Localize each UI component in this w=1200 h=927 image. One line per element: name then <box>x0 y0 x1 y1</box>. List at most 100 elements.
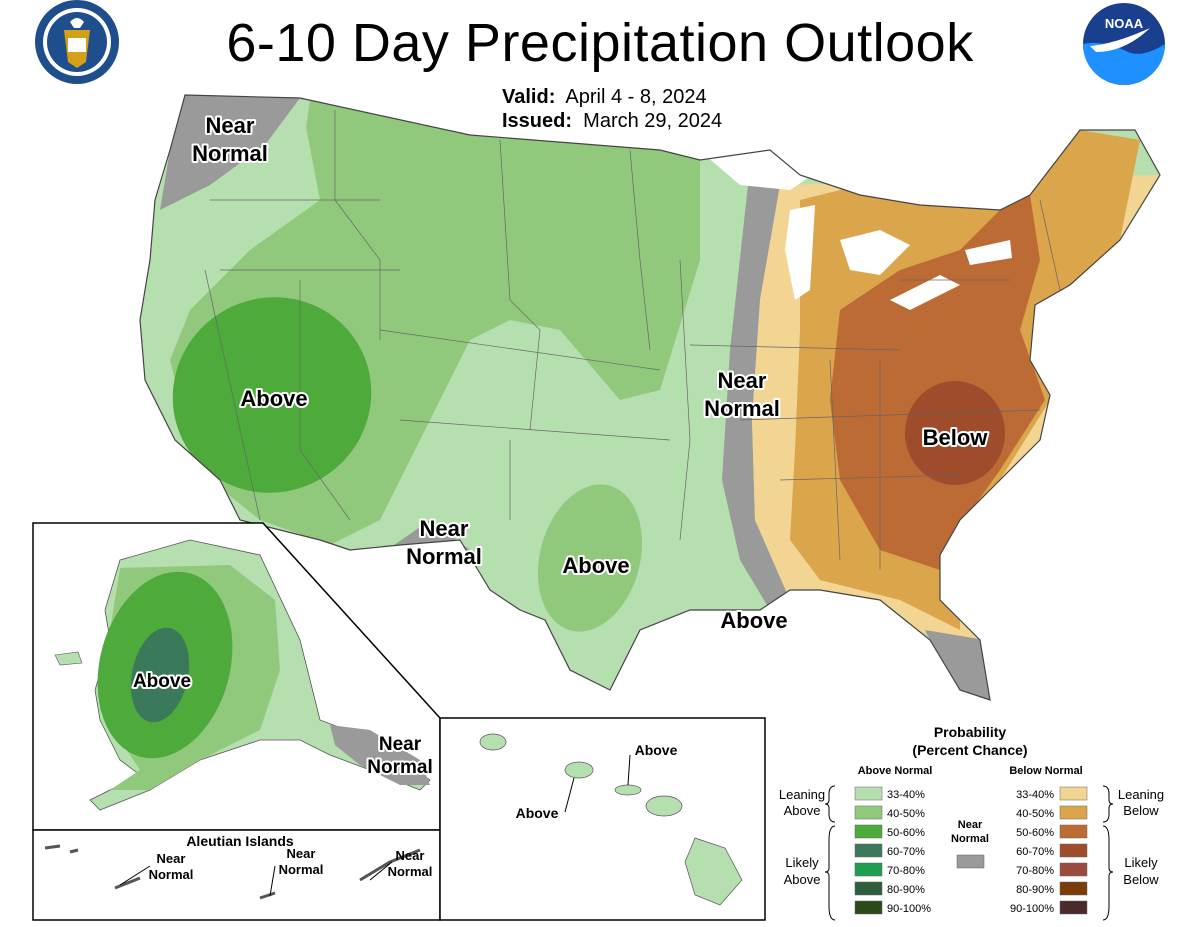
lake-huron <box>840 230 910 275</box>
aleutian-leader-3 <box>369 861 393 881</box>
aleutian-label-2-line2: Normal <box>279 862 324 877</box>
aleutian-title: Aleutian Islands <box>186 833 294 849</box>
legend-likely-above-line1: Likely <box>785 855 819 870</box>
hawaii-inset: Above Above <box>439 717 766 921</box>
state-boundaries <box>204 110 1061 570</box>
legend-above-header: Above Normal <box>858 765 933 777</box>
legend-below-bin-swatch-1 <box>1059 805 1088 820</box>
legend-leaning-above-line1: Leaning <box>779 787 825 802</box>
legend-below-bin-label-5: 80-90% <box>1016 884 1054 896</box>
valid-value: April 4 - 8, 2024 <box>565 86 707 108</box>
texas-above-40-50 <box>537 484 643 632</box>
sw-near-normal-label-line2: Normal <box>406 544 482 569</box>
legend-below-bin-swatch-2 <box>1059 824 1088 839</box>
alaska-near-normal-label-line2: Normal <box>367 757 432 778</box>
lake-erie <box>890 275 960 310</box>
hawaii-molokai <box>614 784 642 796</box>
aleutian-label-3-line2: Normal <box>388 864 433 879</box>
lake-michigan <box>785 205 815 300</box>
legend-below-bin-label-2: 50-60% <box>1016 827 1054 839</box>
conus-outline <box>139 94 1161 701</box>
legend-near-header-line1: Near <box>958 819 983 831</box>
commerce-seal-logo <box>35 0 119 84</box>
legend-likely-above-line2: Above <box>784 872 821 887</box>
alaska-near-normal-label-line1: Near <box>379 734 422 755</box>
hawaii-maui <box>645 795 683 817</box>
aleutian-leader-2 <box>269 865 276 897</box>
aleutian-label-1-line2: Normal <box>149 867 194 882</box>
lake-ontario <box>965 240 1012 265</box>
legend-above-bin-swatch-3 <box>854 843 883 858</box>
aleutian-label-3-line1: Near <box>396 848 425 863</box>
legend-above-bin-label-5: 80-90% <box>887 884 925 896</box>
legend-above-bin-swatch-2 <box>854 824 883 839</box>
nw-near-normal-label-line2: Normal <box>192 141 268 166</box>
legend-title-line2: (Percent Chance) <box>912 742 1027 758</box>
legend-above-bin-swatch-0 <box>854 786 883 801</box>
hawaii-leader-1 <box>564 777 575 813</box>
legend-below-bins: 33-40% 40-50% 50-60% 60-70% 70-80% 80-90% 90-1… <box>1010 786 1088 915</box>
legend-above-bin-swatch-4 <box>854 862 883 877</box>
noaa-logo-text: NOAA <box>1105 16 1144 31</box>
legend-below-bin-swatch-0 <box>1059 786 1088 801</box>
valid-label: Valid: <box>502 86 556 108</box>
hawaii-kauai <box>479 733 507 751</box>
aleutian-island-chain <box>44 844 421 900</box>
aleutian-label-1-line1: Near <box>157 851 186 866</box>
aleutian-leader-1 <box>119 865 151 886</box>
legend-near-swatch <box>956 854 985 869</box>
legend-above-bin-swatch-5 <box>854 881 883 896</box>
legend-above-bins: 33-40% 40-50% 50-60% 60-70% 70-80% 80-90% 90-1… <box>854 786 931 915</box>
legend-above-bin-label-4: 70-80% <box>887 865 925 877</box>
legend-below-bin-label-4: 70-80% <box>1016 865 1054 877</box>
se-below-label: Below <box>923 425 989 450</box>
hawaii-big-island <box>684 837 743 906</box>
ms-near-normal-label-line1: Near <box>718 368 767 393</box>
legend-below-bin-label-1: 40-50% <box>1016 808 1054 820</box>
legend-above-bin-swatch-1 <box>854 805 883 820</box>
issued-label: Issued: <box>502 110 573 132</box>
legend-above-bin-label-2: 50-60% <box>887 827 925 839</box>
alaska-panhandle-near-normal <box>330 725 430 785</box>
legend-above-bin-swatch-6 <box>854 900 883 915</box>
texas-above-label: Above <box>562 553 629 578</box>
valid-date-line: Valid: April 4 - 8, 2024 <box>502 86 707 109</box>
issued-date-line: Issued: March 29, 2024 <box>502 110 722 133</box>
nw-near-normal-label-line1: Near <box>206 113 255 138</box>
legend-above-bin-label-1: 40-50% <box>887 808 925 820</box>
alaska-island <box>54 651 83 666</box>
alaska-above-60-70 <box>130 627 190 723</box>
florida-near-normal <box>925 630 990 700</box>
legend-below-bin-label-3: 60-70% <box>1016 846 1054 858</box>
issued-value: March 29, 2024 <box>583 110 723 132</box>
legend-below-bin-swatch-5 <box>1059 881 1088 896</box>
conus-map: Near Normal Above Near Normal Above Near… <box>139 94 1161 701</box>
aleutian-inset-frame <box>32 829 441 921</box>
legend-likely-below-line1: Likely <box>1124 855 1158 870</box>
legend-leaning-above-line2: Above <box>784 803 821 818</box>
alaska-inset: Above Near Normal <box>32 522 441 831</box>
east-below-50-60 <box>830 195 1045 570</box>
ms-near-normal-label-line2: Normal <box>704 396 780 421</box>
hawaii-above-label-2: Above <box>635 742 678 758</box>
aleutian-inset: Aleutian Islands Near Normal Near Normal… <box>32 829 441 921</box>
legend-above-bin-label-3: 60-70% <box>887 846 925 858</box>
noaa-logo: NOAA <box>1083 3 1165 85</box>
legend-below-bin-label-6: 90-100% <box>1010 903 1054 915</box>
legend-braces <box>824 785 1114 921</box>
legend-below-bin-swatch-4 <box>1059 862 1088 877</box>
legend-below-bin-label-0: 33-40% <box>1016 789 1054 801</box>
nw-near-normal <box>160 95 300 210</box>
legend-leaning-below-line2: Below <box>1123 803 1159 818</box>
legend-below-header: Below Normal <box>1009 765 1082 777</box>
gulf-above-label: Above <box>720 608 787 633</box>
legend-above-bin-label-6: 90-100% <box>887 903 931 915</box>
legend-above-bin-label-0: 33-40% <box>887 789 925 801</box>
sw-near-normal-label-line1: Near <box>420 516 469 541</box>
alaska-above-label: Above <box>133 671 191 692</box>
ms-valley-near-normal <box>722 185 790 610</box>
se-below-60-70 <box>905 381 1005 485</box>
legend-title-line1: Probability <box>934 724 1007 740</box>
legend-below-bin-swatch-3 <box>1059 843 1088 858</box>
